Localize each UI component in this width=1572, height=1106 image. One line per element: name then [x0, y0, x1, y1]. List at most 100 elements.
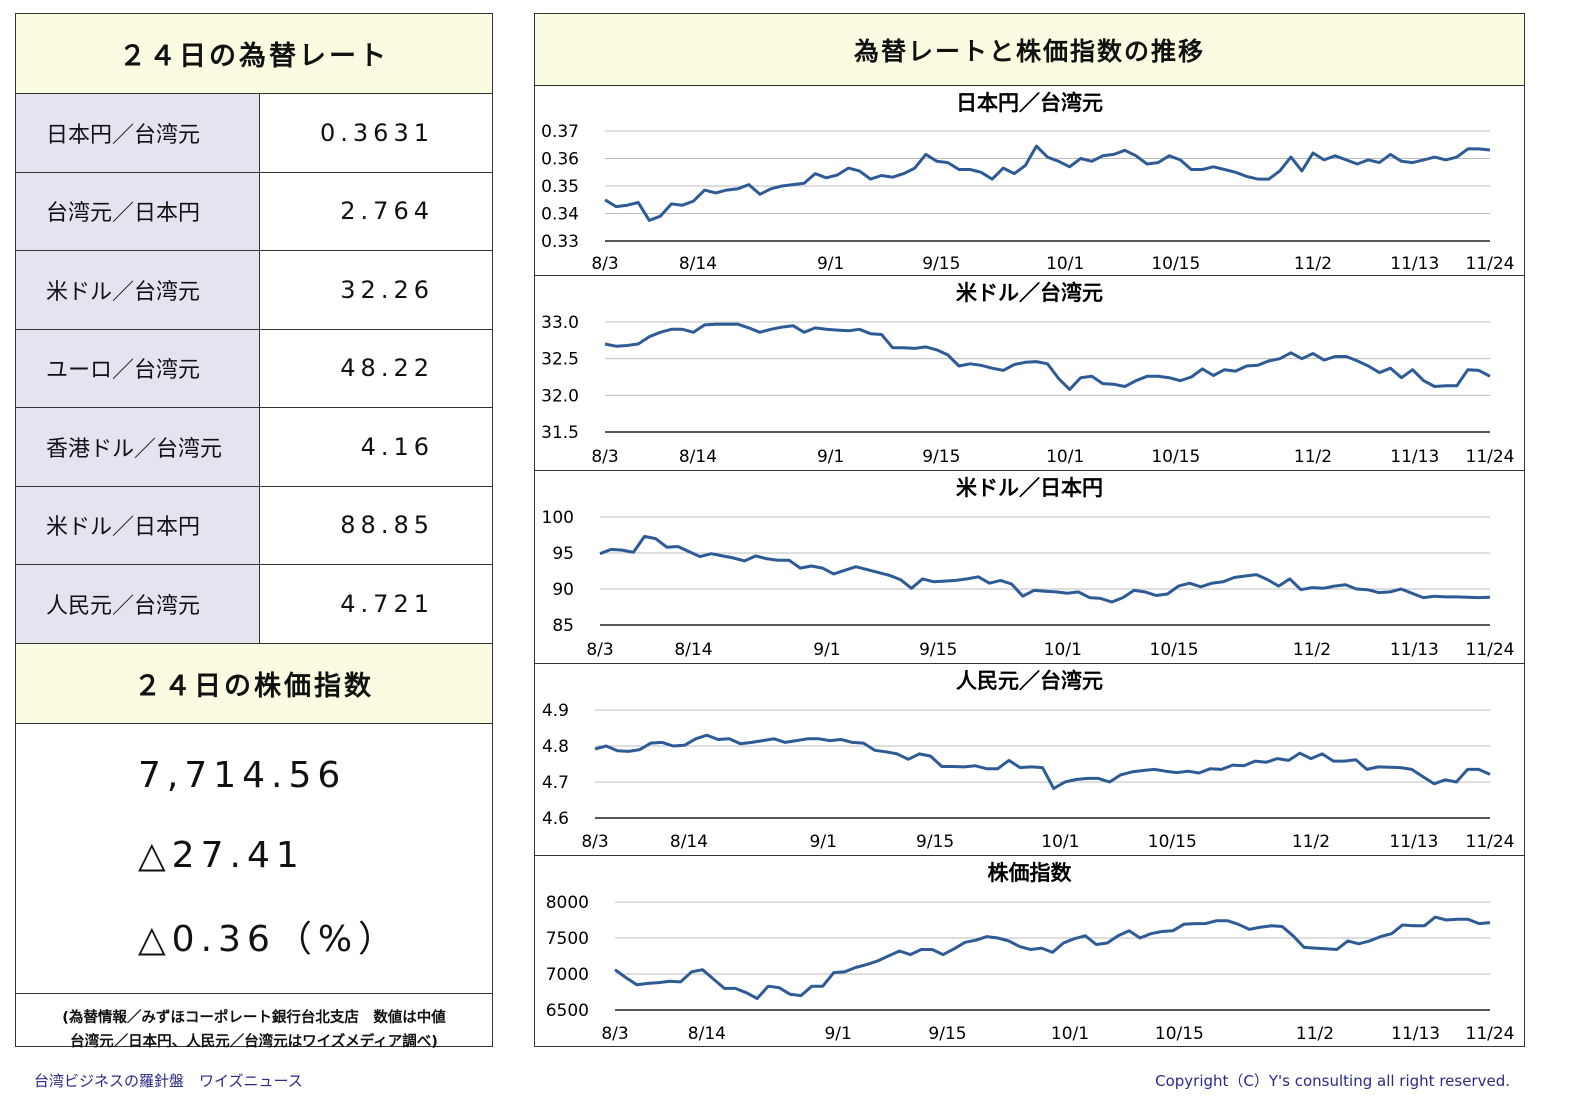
x-tick-label: 11/13 — [1390, 447, 1439, 467]
x-tick-label: 10/1 — [1041, 832, 1079, 852]
y-tick-label: 0.35 — [541, 177, 579, 197]
x-tick-label: 9/1 — [810, 832, 837, 852]
chart-svg: 人民元／台湾元 4.9 4.8 4.7 4.6 8/3 8/14 9/1 9/15 10/1 10/… — [542, 669, 1515, 852]
stock-box: 7,714.56 △27.41 △0.36（%） — [16, 736, 492, 994]
x-tick-label: 11/2 — [1296, 1024, 1334, 1044]
table-row: 日本円／台湾元 0.3631 — [16, 94, 492, 173]
rate-label: 香港ドル／台湾元 — [16, 408, 260, 486]
y-tick-label: 0.33 — [541, 232, 579, 252]
x-tick-label: 10/15 — [1151, 447, 1200, 467]
y-tick-label: 85 — [552, 616, 574, 636]
x-tick-label: 11/2 — [1293, 640, 1331, 660]
note-line-1: (為替情報／みずほコーポレート銀行台北支店 数値は中値 — [62, 1009, 446, 1026]
series-line — [614, 915, 1491, 1000]
x-tick-label: 8/3 — [591, 447, 618, 467]
y-tick-label: 0.37 — [541, 122, 579, 142]
chart-svg: 米ドル／台湾元 33.0 32.5 32.0 31.5 8/3 8/14 9/1 9/15 10/… — [541, 281, 1515, 467]
stock-change-pct: △0.36（%） — [138, 918, 401, 960]
series-line — [604, 144, 1491, 222]
x-tick-label: 9/1 — [824, 1024, 851, 1044]
stock-title: ２４日の株価指数 — [16, 643, 492, 724]
table-row: 米ドル／台湾元 32.26 — [16, 251, 492, 330]
table-row: 台湾元／日本円 2.764 — [16, 172, 492, 251]
chart-svg: 株価指数 8000 7500 7000 6500 8/3 8/14 9/1 9/15 10/1 10… — [546, 861, 1515, 1044]
x-tick-label: 11/24 — [1466, 254, 1515, 274]
x-tick-label: 8/3 — [586, 640, 613, 660]
y-tick-label: 100 — [542, 508, 574, 528]
table-row: 米ドル／日本円 88.85 — [16, 486, 492, 565]
rate-label: ユーロ／台湾元 — [16, 329, 260, 407]
chart-title: 米ドル／台湾元 — [956, 281, 1103, 305]
x-tick-label: 11/2 — [1294, 254, 1332, 274]
y-tick-label: 6500 — [546, 1001, 589, 1021]
x-tick-label: 11/24 — [1466, 1024, 1515, 1044]
x-tick-label: 8/14 — [679, 447, 717, 467]
x-tick-label: 11/13 — [1389, 832, 1438, 852]
y-tick-label: 4.7 — [542, 773, 569, 793]
note-line-2: 台湾元／日本円、人民元／台湾元はワイズメディア調べ) — [70, 1033, 438, 1050]
y-tick-label: 4.8 — [542, 737, 569, 757]
left-panel: ２４日の為替レート 日本円／台湾元 0.3631 台湾元／日本円 2.764 米… — [15, 13, 493, 1050]
x-tick-label: 11/13 — [1391, 1024, 1440, 1044]
y-tick-label: 4.6 — [542, 809, 569, 829]
series-line — [604, 322, 1491, 391]
source-note: (為替情報／みずほコーポレート銀行台北支店 数値は中値 台湾元／日本円、人民元／… — [16, 994, 492, 1054]
y-tick-label: 0.34 — [541, 205, 579, 225]
footer-brand: 台湾ビジネスの羅針盤 ワイズニュース — [34, 1072, 303, 1090]
series-line — [599, 534, 1491, 604]
rate-value: 4.721 — [340, 589, 434, 618]
chart-title: 株価指数 — [988, 861, 1073, 885]
rate-label: 米ドル／日本円 — [16, 486, 260, 564]
y-tick-label: 32.5 — [541, 350, 579, 370]
x-tick-label: 9/15 — [928, 1024, 966, 1044]
chart-usd-twd: 米ドル／台湾元 33.0 32.5 32.0 31.5 8/3 8/14 9/1 9/15 10/… — [535, 276, 1524, 471]
rate-label: 台湾元／日本円 — [16, 172, 260, 250]
chart-title: 人民元／台湾元 — [956, 669, 1103, 693]
x-tick-label: 10/15 — [1150, 640, 1199, 660]
footer-copyright: Copyright（C）Y's consulting all right res… — [1155, 1072, 1510, 1090]
rate-value: 32.26 — [340, 275, 434, 304]
y-tick-label: 8000 — [546, 893, 589, 913]
x-tick-label: 9/1 — [817, 447, 844, 467]
y-tick-label: 32.0 — [541, 386, 579, 406]
chart-svg: 日本円／台湾元 0.37 0.36 0.35 0.34 0.33 8/3 8/14 9/1 9/1… — [541, 91, 1515, 274]
chart-cny-twd: 人民元／台湾元 4.9 4.8 4.7 4.6 8/3 8/14 9/1 9/15 10/1 10/… — [535, 664, 1524, 856]
chart-svg: 米ドル／日本円 100 95 90 85 8/3 8/14 9/1 9/15 10/1 10/15 1… — [542, 476, 1515, 660]
x-tick-label: 10/15 — [1155, 1024, 1204, 1044]
chart-jpy-twd: 日本円／台湾元 0.37 0.36 0.35 0.34 0.33 8/3 8/14 9/1 9/1… — [535, 86, 1524, 276]
x-tick-label: 10/1 — [1046, 447, 1084, 467]
chart-stock-index: 株価指数 8000 7500 7000 6500 8/3 8/14 9/1 9/15 10/1 10… — [535, 856, 1524, 1046]
table-row: 人民元／台湾元 4.721 — [16, 565, 492, 644]
x-tick-label: 9/1 — [813, 640, 840, 660]
x-tick-label: 10/15 — [1148, 832, 1197, 852]
rate-label: 人民元／台湾元 — [16, 565, 260, 643]
stock-index-value: 7,714.56 — [138, 755, 347, 796]
rate-value: 4.16 — [360, 432, 434, 461]
x-tick-label: 9/15 — [922, 254, 960, 274]
y-tick-label: 4.9 — [542, 701, 569, 721]
table-row: 香港ドル／台湾元 4.16 — [16, 408, 492, 487]
stock-change-value: △27.41 — [138, 835, 305, 876]
x-tick-label: 10/1 — [1051, 1024, 1089, 1044]
x-tick-label: 9/1 — [817, 254, 844, 274]
x-tick-label: 8/3 — [581, 832, 608, 852]
y-tick-label: 31.5 — [541, 423, 579, 443]
right-panel: 為替レートと株価指数の推移 日本円／台湾元 0.37 0.36 0.35 0.34 0.3… — [534, 13, 1525, 1047]
chart-title: 日本円／台湾元 — [956, 91, 1103, 115]
table-row: ユーロ／台湾元 48.22 — [16, 329, 492, 408]
x-tick-label: 11/24 — [1466, 447, 1515, 467]
x-tick-label: 9/15 — [922, 447, 960, 467]
x-tick-label: 8/14 — [670, 832, 708, 852]
y-tick-label: 90 — [552, 580, 574, 600]
rate-value: 48.22 — [340, 354, 434, 383]
x-tick-label: 11/2 — [1294, 447, 1332, 467]
x-tick-label: 10/1 — [1046, 254, 1084, 274]
chart-title: 米ドル／日本円 — [956, 476, 1103, 500]
y-tick-label: 7500 — [546, 929, 589, 949]
x-tick-label: 10/1 — [1044, 640, 1082, 660]
y-tick-label: 33.0 — [541, 313, 579, 333]
chart-usd-jpy: 米ドル／日本円 100 95 90 85 8/3 8/14 9/1 9/15 10/1 10/15 1… — [535, 471, 1524, 664]
x-tick-label: 11/13 — [1390, 254, 1439, 274]
series-line — [594, 733, 1491, 790]
rate-value: 88.85 — [340, 511, 434, 540]
